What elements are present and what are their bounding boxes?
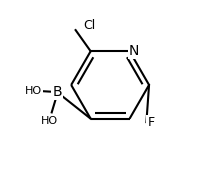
Text: F: F: [147, 116, 154, 129]
Text: HO: HO: [40, 116, 58, 126]
Text: Cl: Cl: [83, 19, 95, 32]
Text: N: N: [129, 44, 139, 58]
Text: HO: HO: [24, 86, 42, 96]
Text: B: B: [52, 85, 62, 99]
